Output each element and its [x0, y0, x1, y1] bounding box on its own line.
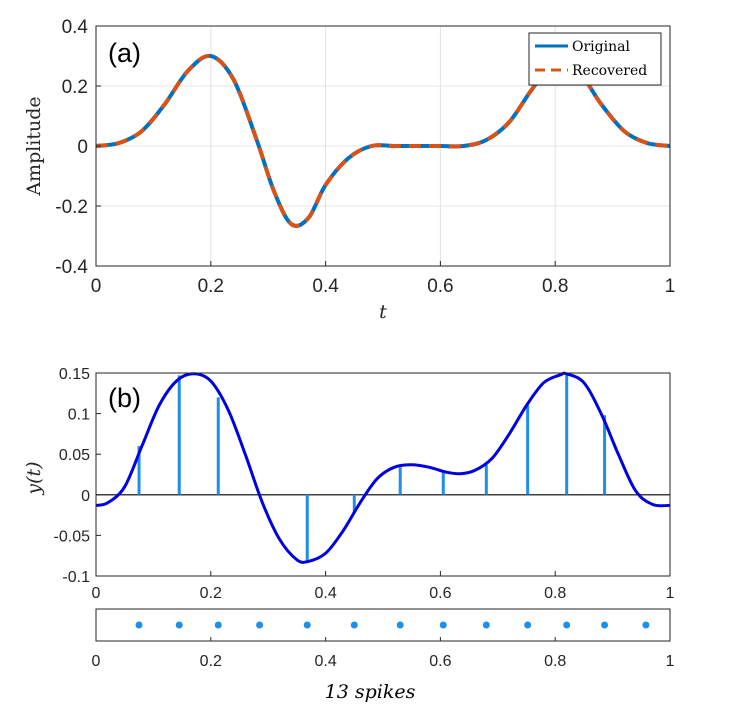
legend-box — [528, 32, 662, 86]
panel-a-legend: Original Recovered — [528, 32, 662, 86]
legend-label-original: Original — [572, 39, 630, 55]
spike-marker — [214, 621, 222, 629]
panel-b-x-tick-label: 1 — [666, 585, 675, 602]
spike-marker — [396, 621, 404, 629]
panel-b-y-tick-label: -0.05 — [54, 528, 91, 545]
panel-a-x-tick-label: 0 — [91, 276, 102, 297]
panel-b-y-tick-label: 0.05 — [59, 447, 90, 464]
spike-caption: 13 spikes — [325, 681, 416, 703]
panel-b-ylabel: y(t) — [23, 461, 45, 495]
spike-marker — [135, 621, 143, 629]
panel-b-y-tick-label: 0.1 — [68, 407, 90, 424]
panel-b-y-tick-label: 0 — [81, 488, 90, 505]
spike-marker — [642, 621, 650, 629]
panel-b-x-tick-label: 0.6 — [429, 585, 451, 602]
panel-a-y-tick-label: 0.2 — [62, 77, 88, 98]
spike-marker — [524, 621, 532, 629]
panel-b-label: (b) — [108, 383, 141, 413]
panel-a-y-tick-label: 0 — [77, 137, 88, 158]
panel-a-ylabel: Amplitude — [23, 96, 45, 196]
panel-a-label: (a) — [108, 38, 141, 68]
panel-a-ticks: 0 0.2 0.4 0.6 0.8 1 0.4 0.2 0 -0.2 -0.4 — [55, 17, 675, 297]
panel-b-stems — [137, 374, 607, 562]
panel-a-x-tick-label: 1 — [665, 276, 676, 297]
spike-marker — [482, 621, 490, 629]
spike-marker — [303, 621, 311, 629]
panel-b-y-tick-label: -0.1 — [62, 569, 90, 586]
panel-b-ticks: 0 0.2 0.4 0.6 0.8 1 0.15 0.1 0.05 0 -0.05 -0.1 — [54, 366, 675, 602]
legend-label-recovered: Recovered — [572, 63, 647, 79]
spike-strip-x-tick-label: 1 — [666, 653, 675, 670]
spike-strip-x-tick-label: 0.8 — [544, 653, 566, 670]
spike-strip-box — [95, 608, 671, 642]
spike-strip-x-tick-label: 0.2 — [200, 653, 222, 670]
panel-a-x-tick-label: 0.8 — [542, 276, 568, 297]
panel-b-curve — [95, 371, 671, 564]
spike-marker — [601, 621, 609, 629]
panel-b-y-tick-label: 0.15 — [59, 366, 90, 383]
panel-b-x-tick-label: 0.2 — [200, 585, 222, 602]
spike-marker — [256, 621, 264, 629]
spike-marker — [439, 621, 447, 629]
spike-strip-x-tick-label: 0.6 — [429, 653, 451, 670]
spike-marker — [175, 621, 183, 629]
spike-markers — [135, 621, 650, 629]
spike-marker — [350, 621, 358, 629]
panel-b-axes-box — [95, 372, 671, 577]
spike-strip-ticks: 0 0.2 0.4 0.6 0.8 1 — [92, 637, 675, 670]
spike-strip-x-tick-label: 0 — [92, 653, 101, 670]
panel-a-x-tick-label: 0.6 — [427, 276, 453, 297]
panel-a-y-tick-label: -0.2 — [55, 197, 88, 218]
panel-a-xlabel: t — [379, 301, 387, 323]
spike-strip-x-tick-label: 0.4 — [314, 653, 336, 670]
panel-b-x-tick-label: 0.8 — [544, 585, 566, 602]
panel-b-x-tick-label: 0 — [92, 585, 101, 602]
panel-a-y-tick-label: -0.4 — [55, 257, 88, 278]
panel-a-x-tick-label: 0.4 — [312, 276, 339, 297]
panel-a-x-tick-label: 0.2 — [198, 276, 224, 297]
panel-a-y-tick-label: 0.4 — [62, 17, 89, 38]
panel-b-x-tick-label: 0.4 — [314, 585, 336, 602]
signal-curve — [95, 371, 671, 564]
spike-marker — [563, 621, 571, 629]
